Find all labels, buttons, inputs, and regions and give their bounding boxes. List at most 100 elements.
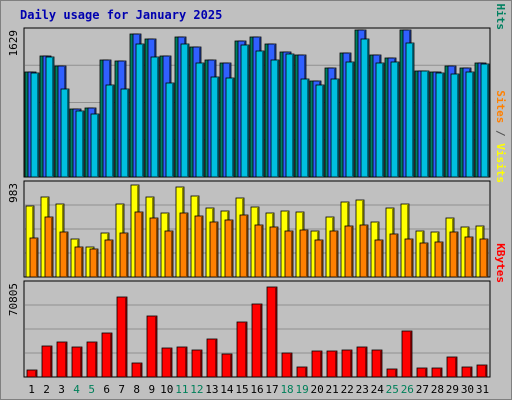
x-tick-label: 29 — [446, 383, 459, 396]
bar-pages-day-16 — [255, 50, 265, 178]
bar-kbytes-day-23 — [356, 346, 368, 378]
bar-sites-day-11 — [179, 212, 189, 278]
bar-kbytes-day-20 — [311, 350, 323, 378]
panel-visits_sites: 983 Sites / Visits — [7, 90, 507, 278]
legend-entry: / — [494, 0, 507, 4]
bar-pages-day-22 — [345, 61, 355, 178]
bar-pages-day-26 — [405, 42, 415, 178]
bar-sites-day-28 — [434, 241, 444, 278]
bar-sites-day-1 — [29, 237, 39, 278]
bar-kbytes-day-31 — [476, 364, 488, 378]
legend-entry: KBytes — [494, 243, 507, 283]
bar-kbytes-day-10 — [161, 347, 173, 378]
bar-pages-day-23 — [360, 38, 370, 178]
x-tick-label: 6 — [103, 383, 110, 396]
bar-pages-day-10 — [165, 82, 175, 178]
bar-sites-day-6 — [104, 239, 114, 278]
bar-kbytes-day-16 — [251, 303, 263, 378]
x-tick-label: 26 — [401, 383, 414, 396]
bar-kbytes-day-6 — [101, 332, 113, 378]
bar-sites-day-13 — [209, 221, 219, 278]
x-tick-label: 20 — [311, 383, 324, 396]
x-tick-label: 12 — [190, 383, 203, 396]
bar-pages-day-17 — [270, 59, 280, 178]
bar-kbytes-day-1 — [26, 369, 38, 378]
bar-pages-day-27 — [420, 70, 430, 178]
bar-kbytes-day-17 — [266, 286, 278, 378]
bar-sites-day-21 — [329, 230, 339, 278]
max-value-label: 1629 — [7, 30, 20, 57]
bar-kbytes-day-13 — [206, 338, 218, 378]
x-tick-labels: 1 2 3 4 5 6 7 8 9 10 11 12 13 14 15 16 17 18 19 20 21 22 23 24 2… — [28, 383, 489, 396]
bar-kbytes-day-3 — [56, 341, 68, 378]
bar-sites-day-2 — [44, 216, 54, 278]
bar-sites-day-22 — [344, 225, 354, 278]
chart-title: Daily usage for January 2025 — [20, 8, 222, 22]
bar-kbytes-day-22 — [341, 349, 353, 378]
bar-pages-day-24 — [375, 62, 385, 178]
x-tick-label: 24 — [371, 383, 385, 396]
bar-pages-day-15 — [240, 44, 250, 178]
bar-sites-day-10 — [164, 230, 174, 278]
bar-sites-day-7 — [119, 232, 129, 278]
bar-kbytes-day-7 — [116, 296, 128, 378]
bar-pages-day-6 — [105, 84, 115, 178]
bar-sites-day-19 — [299, 229, 309, 278]
bar-pages-day-12 — [195, 62, 205, 178]
bar-sites-day-15 — [239, 214, 249, 278]
bar-sites-day-4 — [74, 246, 84, 278]
legend-entry: / — [494, 123, 507, 143]
x-tick-label: 18 — [280, 383, 293, 396]
bar-kbytes-day-24 — [371, 349, 383, 378]
legend-entry: Sites — [494, 90, 507, 123]
bar-sites-day-9 — [149, 217, 159, 278]
x-tick-label: 10 — [160, 383, 173, 396]
x-tick-label: 9 — [148, 383, 155, 396]
bar-pages-day-18 — [285, 53, 295, 178]
bar-pages-day-20 — [315, 84, 325, 178]
x-tick-label: 1 — [28, 383, 35, 396]
bar-sites-day-31 — [479, 238, 489, 278]
bar-kbytes-day-25 — [386, 368, 398, 378]
bar-sites-day-3 — [59, 231, 69, 278]
x-tick-label: 4 — [73, 383, 80, 396]
bar-pages-day-28 — [435, 72, 445, 178]
bar-kbytes-day-15 — [236, 321, 248, 378]
bar-kbytes-day-8 — [131, 362, 143, 378]
bar-kbytes-day-28 — [431, 367, 443, 378]
bar-pages-day-5 — [90, 113, 100, 178]
bar-kbytes-day-27 — [416, 367, 428, 378]
bar-kbytes-day-21 — [326, 350, 338, 378]
bar-pages-day-19 — [300, 78, 310, 178]
x-tick-label: 8 — [133, 383, 140, 396]
bar-pages-day-9 — [150, 56, 160, 178]
bar-pages-day-30 — [465, 71, 475, 178]
x-tick-label: 13 — [205, 383, 218, 396]
series-legend-label: KBytes — [494, 243, 507, 283]
bar-sites-day-5 — [89, 248, 99, 278]
x-tick-label: 16 — [250, 383, 263, 396]
bar-kbytes-day-19 — [296, 366, 308, 378]
bar-kbytes-day-12 — [191, 349, 203, 378]
bar-kbytes-day-14 — [221, 353, 233, 378]
x-tick-label: 14 — [220, 383, 234, 396]
bar-sites-day-16 — [254, 224, 264, 278]
x-tick-label: 2 — [43, 383, 50, 396]
bar-sites-day-12 — [194, 215, 204, 278]
bar-sites-day-27 — [419, 242, 429, 278]
bar-sites-day-24 — [374, 239, 384, 278]
bar-kbytes-day-18 — [281, 352, 293, 378]
x-tick-label: 23 — [356, 383, 369, 396]
bar-kbytes-day-11 — [176, 346, 188, 378]
bar-pages-day-7 — [120, 88, 130, 178]
bar-sites-day-20 — [314, 239, 324, 278]
x-tick-label: 30 — [461, 383, 474, 396]
panel-kbytes: 70805 KBytes — [7, 243, 507, 378]
bar-kbytes-day-5 — [86, 341, 98, 378]
legend-entry: Hits — [494, 4, 507, 31]
x-tick-label: 19 — [295, 383, 308, 396]
bar-pages-day-3 — [60, 88, 70, 178]
max-value-label: 983 — [7, 183, 20, 203]
bar-pages-day-8 — [135, 43, 145, 178]
bar-sites-day-14 — [224, 219, 234, 278]
